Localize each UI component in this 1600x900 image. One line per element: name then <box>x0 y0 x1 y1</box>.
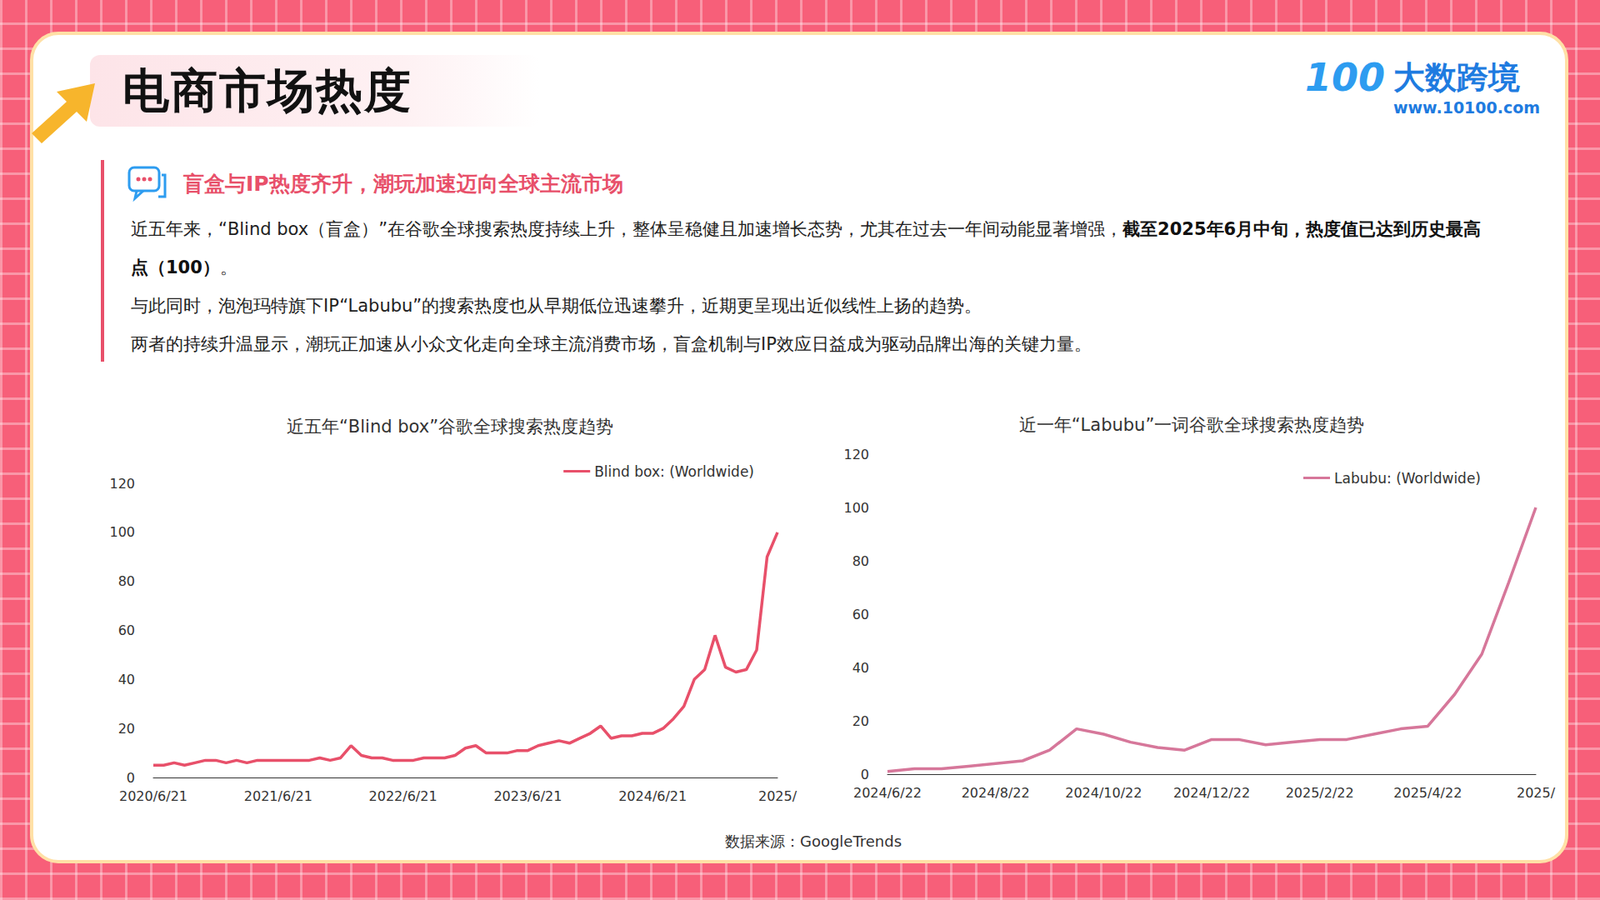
svg-text:120: 120 <box>843 446 870 463</box>
svg-text:100: 100 <box>109 524 135 540</box>
svg-text:2024/8/22: 2024/8/22 <box>961 785 1030 801</box>
svg-text:0: 0 <box>860 766 870 783</box>
svg-text:近一年“Labubu”一词谷歌全球搜索热度趋势: 近一年“Labubu”一词谷歌全球搜索热度趋势 <box>1019 415 1365 435</box>
html-text:100 大数跨境: 100 大数跨境 <box>1305 55 1520 100</box>
svg-text:2025/2/22: 2025/2/22 <box>1285 785 1355 801</box>
svg-text:Labubu: (Worldwide): Labubu: (Worldwide) <box>1334 470 1481 487</box>
svg-text:2023/6/21: 2023/6/21 <box>493 788 562 805</box>
html-text:两者的持续升温显示，潮玩正加速从小众文化走向全球主流消费市场: 两者的持续升温显示，潮玩正加速从小众文化走向全球主流消费市场，盲盒机制与IP效应… <box>130 334 1092 355</box>
svg-text:2024/12/22: 2024/12/22 <box>1173 785 1250 801</box>
svg-text:60: 60 <box>118 622 135 639</box>
html-text:www.10100.com: www.10100.com <box>1393 98 1541 117</box>
svg-text:近五年“Blind box”谷歌全球搜索热度趋势: 近五年“Blind box”谷歌全球搜索热度趋势 <box>286 416 614 437</box>
svg-text:2022/6/21: 2022/6/21 <box>369 788 438 805</box>
svg-text:2025/: 2025/ <box>758 788 798 805</box>
html-text:盲盒与IP热度齐升，潮玩加速迈向全球主流市场: 盲盒与IP热度齐升，潮玩加速迈向全球主流市场 <box>183 171 623 196</box>
html-text:电商市场热度: 电商市场热度 <box>122 63 413 118</box>
html-text:数据来源：GoogleTrends: 数据来源：GoogleTrends <box>724 832 902 850</box>
svg-text:2024/6/21: 2024/6/21 <box>618 788 687 805</box>
svg-text:120: 120 <box>109 475 135 492</box>
svg-text:Blind box: (Worldwide): Blind box: (Worldwide) <box>594 463 755 480</box>
svg-text:0: 0 <box>126 770 135 786</box>
svg-text:60: 60 <box>852 606 870 623</box>
svg-text:100: 100 <box>843 500 870 516</box>
svg-text:2024/10/22: 2024/10/22 <box>1065 785 1142 801</box>
svg-text:80: 80 <box>852 553 870 570</box>
html-text:近五年来，“Blind box（盲盒）”在谷歌全球搜索热度持: 近五年来，“Blind box（盲盒）”在谷歌全球搜索热度持续上升，整体呈稳健且… <box>130 219 1481 278</box>
svg-text:40: 40 <box>852 660 870 676</box>
svg-text:80: 80 <box>118 573 135 590</box>
html-text:与此同时，泡泡玛特旗下IP“Labubu”的搜索热度也从早期: 与此同时，泡泡玛特旗下IP“Labubu”的搜索热度也从早期低位迅速攀升，近期更… <box>130 295 982 316</box>
svg-text:20: 20 <box>852 713 870 730</box>
svg-text:40: 40 <box>118 671 135 688</box>
svg-text:2025/4/22: 2025/4/22 <box>1393 785 1462 801</box>
svg-text:2021/6/21: 2021/6/21 <box>244 788 313 805</box>
svg-text:20: 20 <box>118 720 135 737</box>
svg-text:2020/6/21: 2020/6/21 <box>119 788 188 805</box>
svg-text:2024/6/22: 2024/6/22 <box>853 785 922 801</box>
svg-text:2025/: 2025/ <box>1516 785 1556 801</box>
